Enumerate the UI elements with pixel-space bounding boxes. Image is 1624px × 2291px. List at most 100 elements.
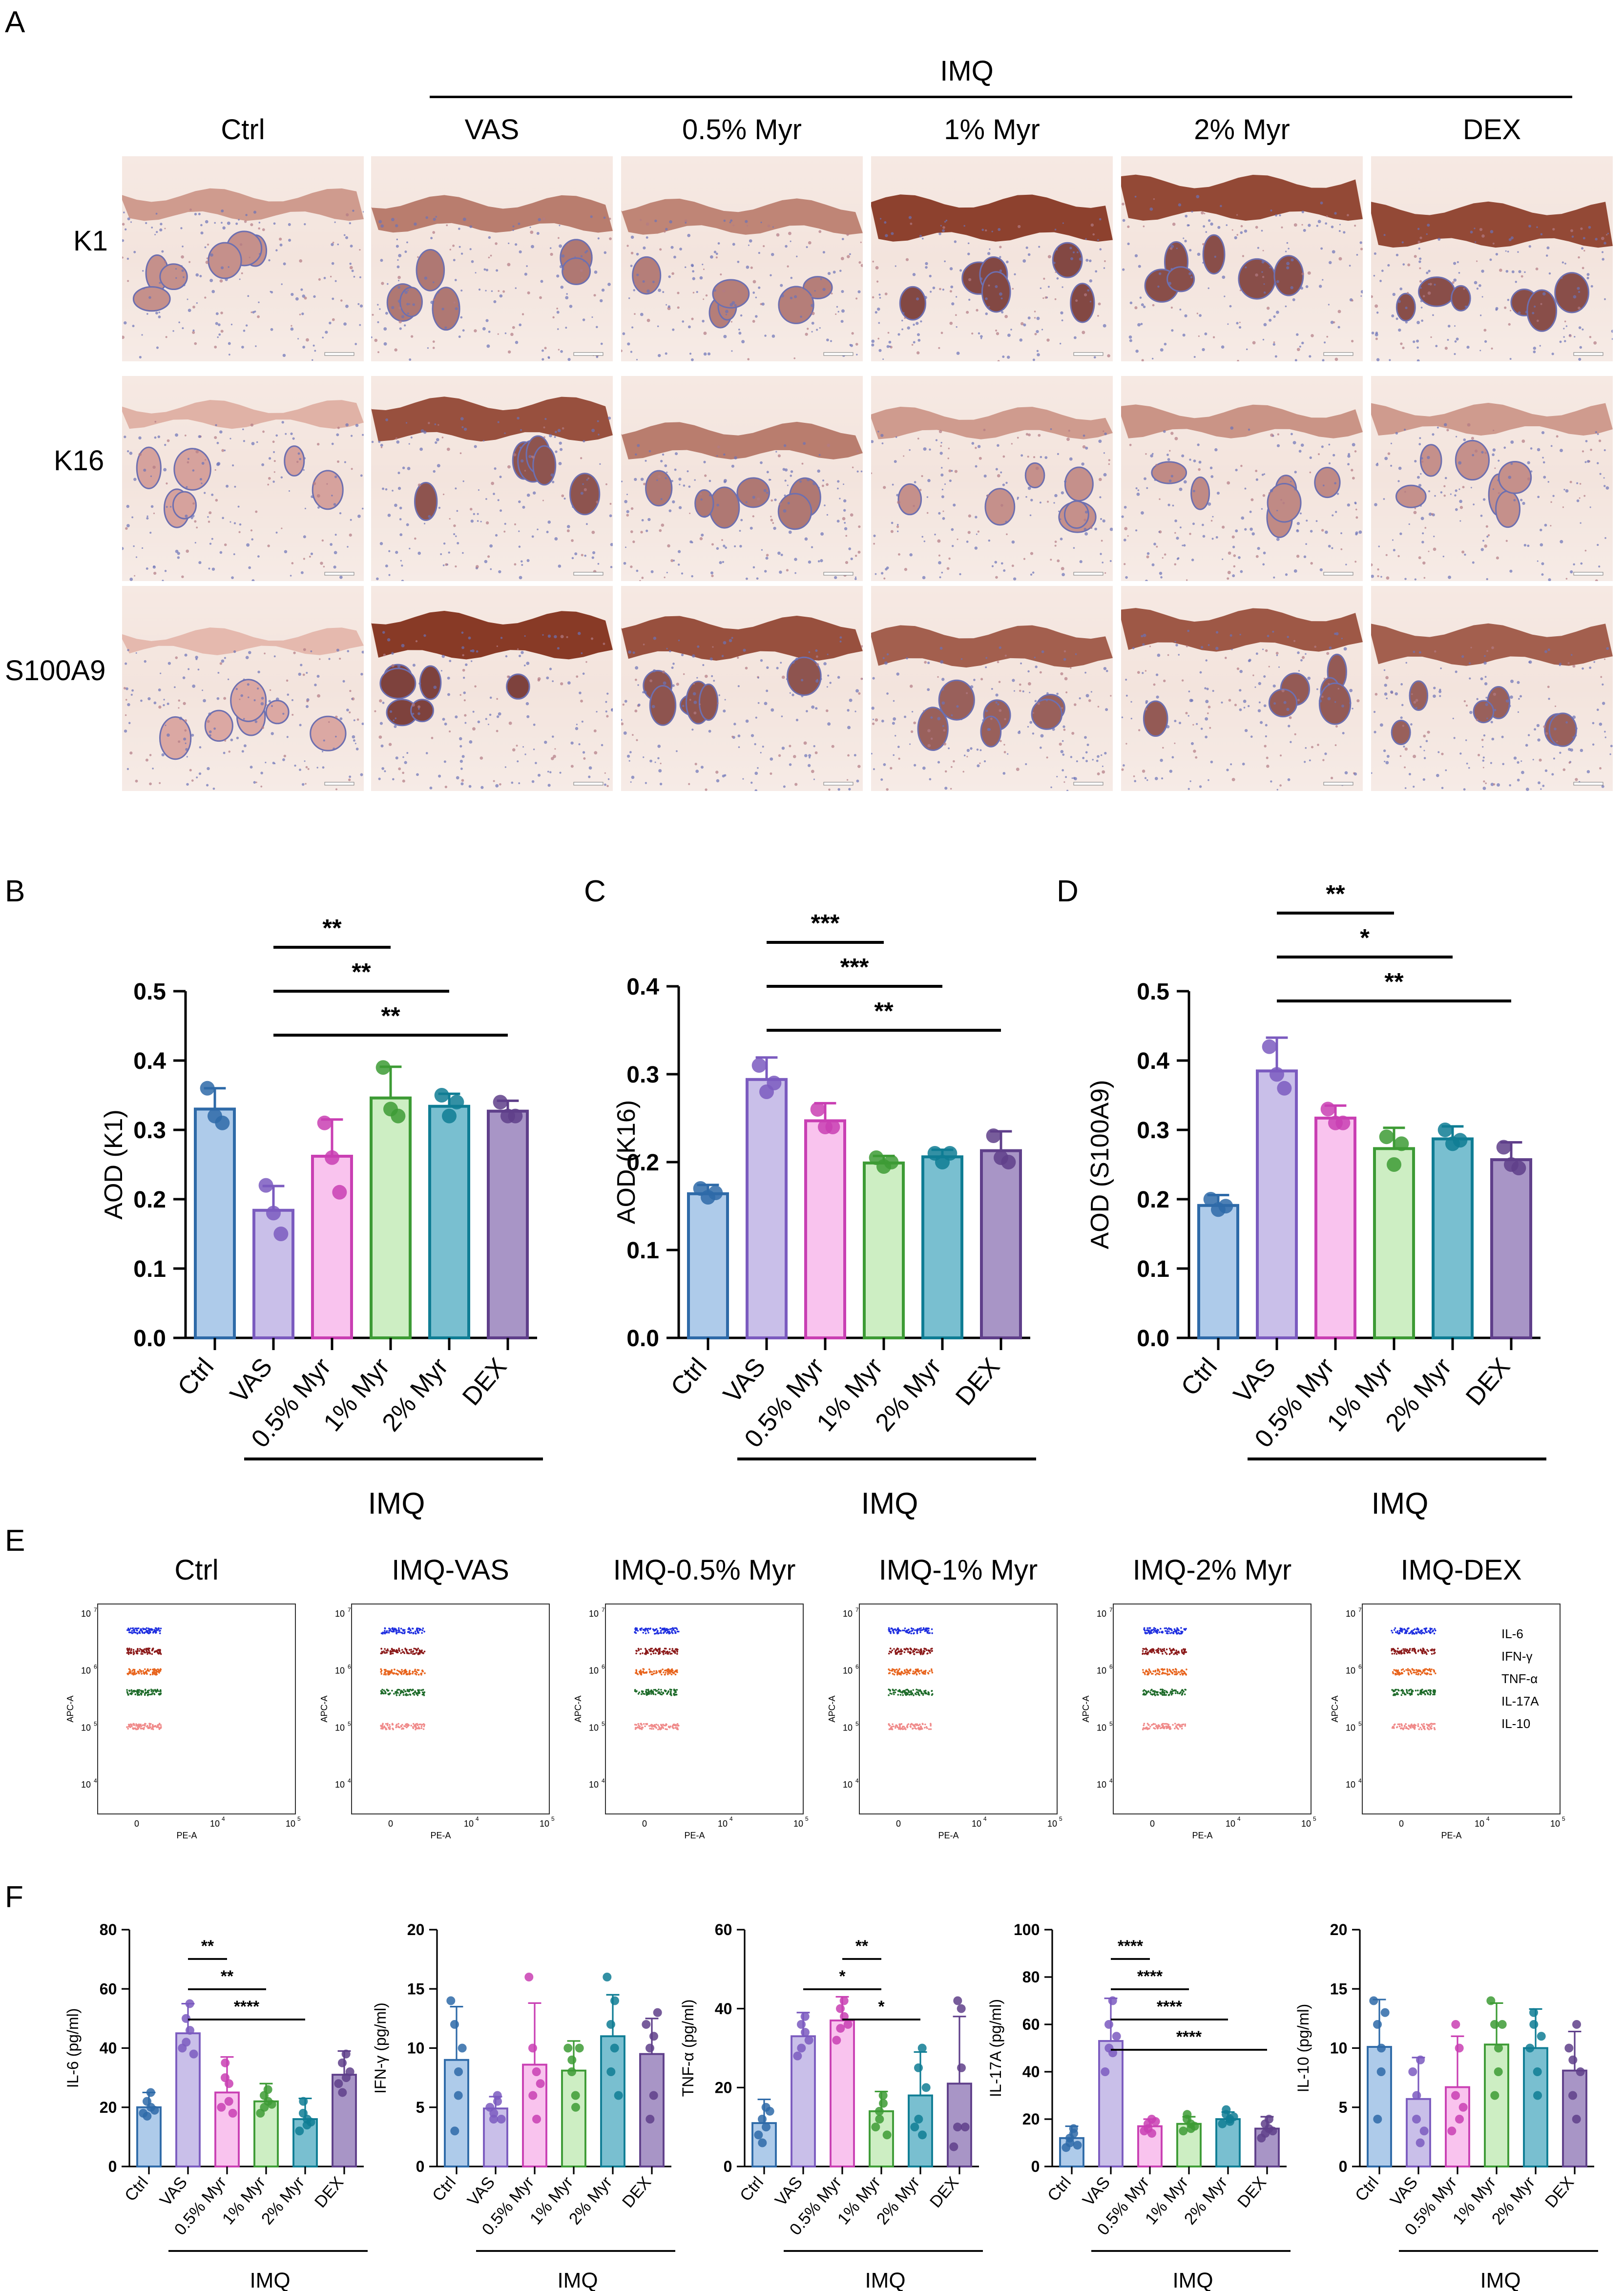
flow-event-1	[900, 1650, 902, 1653]
flow-event-1	[1183, 1651, 1185, 1653]
data-point-1-2	[273, 1227, 289, 1241]
flow-event-1	[135, 1650, 137, 1652]
data-point-0-0	[446, 1996, 456, 2005]
flow-event-3	[922, 1694, 924, 1696]
y-tick-label: 40	[1022, 2063, 1040, 2081]
data-point-5-2	[957, 2004, 966, 2013]
flow-event-0	[642, 1632, 645, 1634]
data-point-2-1	[1451, 2091, 1460, 2100]
bar-4	[1432, 1137, 1474, 1339]
y-tick-label: 15	[1330, 1980, 1348, 1998]
data-point-1-1	[797, 2020, 806, 2029]
flow-event-1	[145, 1647, 147, 1650]
ihc-image-k1-2	[621, 156, 863, 361]
flow-event-4	[1430, 1725, 1433, 1727]
flow-event-4	[133, 1724, 135, 1726]
flow-event-3	[1427, 1689, 1430, 1691]
data-point-3-4	[879, 2099, 888, 2108]
flow-event-3	[1420, 1690, 1423, 1692]
flow-event-4	[1149, 1726, 1151, 1728]
flow-event-1	[654, 1648, 657, 1650]
flow-event-3	[1153, 1691, 1156, 1693]
flow-event-3	[1433, 1691, 1435, 1693]
flow-x-tick-label: 10	[464, 1819, 474, 1829]
sig-label-0: **	[1326, 880, 1345, 908]
flow-event-1	[923, 1650, 926, 1652]
flow-event-2	[420, 1672, 423, 1674]
flow-event-2	[141, 1673, 143, 1675]
data-point-5-4	[1572, 2020, 1581, 2029]
flow-y-tick-exp: 6	[348, 1664, 351, 1670]
flow-y-tick-label: 10	[843, 1723, 853, 1732]
data-point-3-3	[567, 2055, 577, 2064]
flow-event-4	[143, 1727, 145, 1729]
data-point-3-5	[1498, 2020, 1507, 2029]
data-point-2-2	[825, 1120, 840, 1134]
x-tick-label-1: VAS	[1079, 2173, 1114, 2210]
y-tick-label: 0.1	[1137, 1256, 1169, 1282]
flow-event-1	[907, 1648, 909, 1651]
flow-plot-title-5: IMQ-DEX	[1400, 1554, 1521, 1586]
flow-event-1	[158, 1653, 160, 1655]
flow-event-0	[417, 1631, 419, 1634]
data-point-2-5	[1458, 2103, 1468, 2112]
flow-event-2	[651, 1671, 653, 1673]
row-label-2: S100A9	[5, 655, 106, 687]
flow-event-4	[389, 1724, 391, 1726]
flow-event-0	[902, 1629, 904, 1631]
flow-y-tick-exp: 6	[855, 1664, 859, 1670]
flow-event-4	[1184, 1723, 1187, 1726]
flow-event-3	[914, 1692, 916, 1695]
y-tick-label: 10	[1330, 2040, 1348, 2057]
flow-event-1	[422, 1652, 424, 1654]
flow-event-0	[134, 1627, 136, 1629]
data-point-5-5	[1268, 2126, 1277, 2136]
flow-event-0	[892, 1630, 895, 1632]
flow-event-4	[1143, 1723, 1145, 1725]
flow-event-2	[1181, 1672, 1183, 1674]
flow-event-1	[146, 1649, 147, 1651]
flow-event-1	[141, 1651, 143, 1653]
flow-event-1	[1401, 1649, 1403, 1651]
flow-x-tick-exp: 5	[297, 1815, 301, 1822]
data-point-5-0	[949, 2142, 958, 2151]
x-tick-label-1: VAS	[225, 1353, 278, 1408]
flow-event-2	[1186, 1668, 1187, 1670]
ihc-image-k16-0	[122, 376, 364, 581]
flow-event-0	[127, 1627, 129, 1630]
data-point-5-4	[1265, 2115, 1273, 2124]
flow-event-3	[137, 1693, 139, 1695]
data-point-2-5	[228, 2108, 237, 2118]
flow-event-3	[1147, 1691, 1149, 1693]
panel-label-f: F	[5, 1880, 23, 1914]
flow-event-2	[417, 1669, 419, 1671]
flow-event-2	[916, 1668, 918, 1671]
flow-event-0	[918, 1627, 920, 1630]
flow-event-0	[128, 1628, 131, 1631]
flow-event-1	[417, 1653, 419, 1655]
data-point-5-4	[957, 2063, 966, 2072]
flow-event-1	[1174, 1652, 1177, 1655]
data-point-0-3	[143, 2111, 152, 2121]
flow-event-1	[648, 1648, 650, 1651]
flow-event-0	[1396, 1632, 1398, 1634]
flow-event-4	[894, 1727, 896, 1729]
flow-event-0	[388, 1631, 390, 1634]
flow-event-1	[890, 1651, 892, 1654]
flow-event-3	[423, 1691, 426, 1693]
data-point-2-1	[836, 2004, 845, 2013]
flow-event-2	[674, 1673, 677, 1676]
flow-event-2	[1408, 1673, 1410, 1676]
flow-event-1	[917, 1649, 919, 1651]
flow-event-3	[152, 1689, 154, 1691]
flow-event-4	[660, 1725, 663, 1727]
flow-y-tick-exp: 5	[602, 1720, 605, 1727]
data-point-5-4	[649, 2032, 658, 2041]
flow-event-1	[927, 1652, 929, 1654]
flow-event-1	[907, 1651, 909, 1653]
flow-event-3	[650, 1693, 652, 1695]
flow-event-0	[157, 1628, 159, 1630]
flow-event-1	[130, 1649, 132, 1652]
flow-event-0	[1418, 1632, 1421, 1634]
flow-event-3	[417, 1689, 419, 1691]
